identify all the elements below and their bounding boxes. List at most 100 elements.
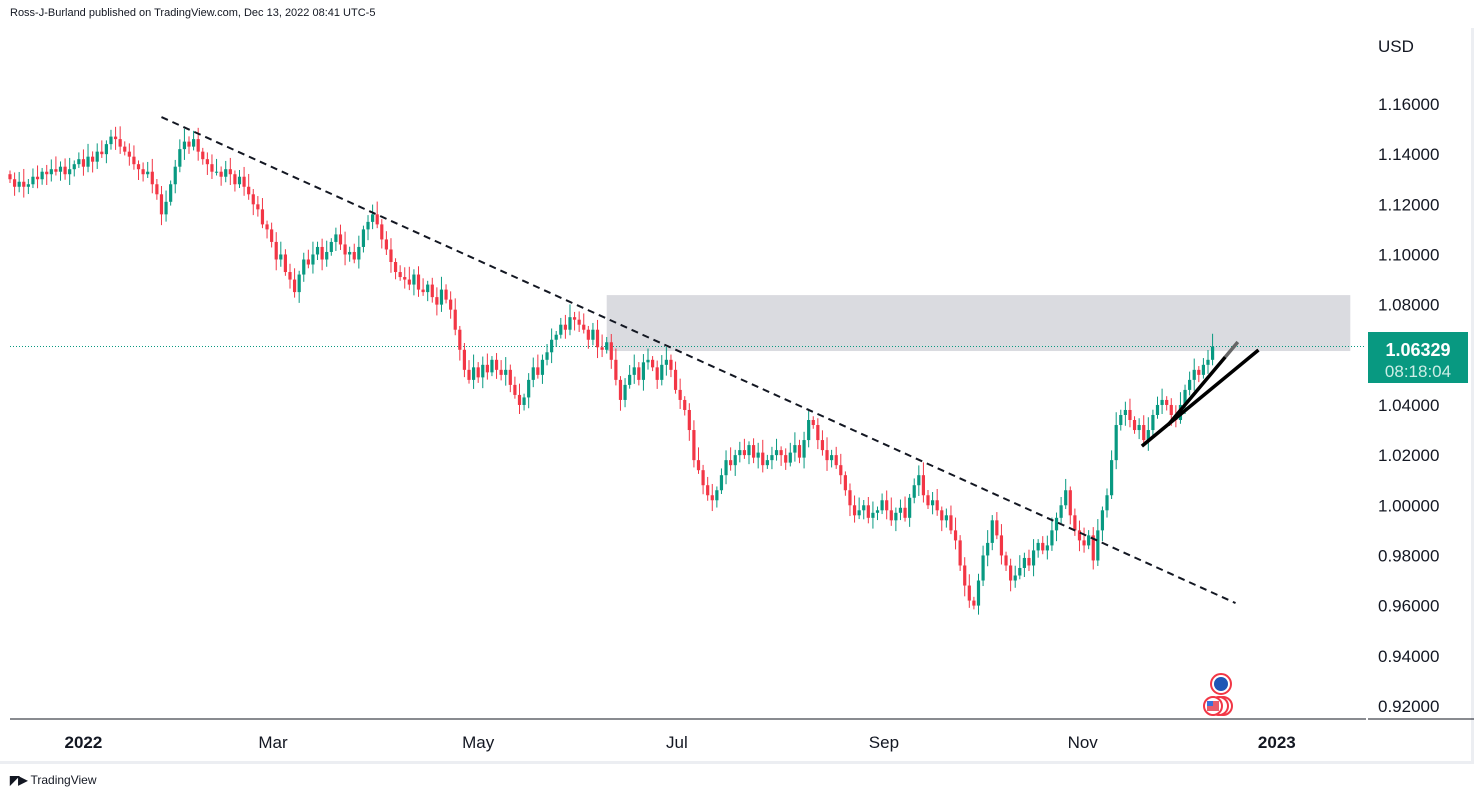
candle — [591, 322, 595, 346]
candle-body — [990, 520, 994, 543]
candle-body — [664, 359, 668, 365]
candle — [926, 489, 930, 510]
candle-body — [95, 151, 99, 162]
candle — [976, 573, 981, 615]
candle — [462, 343, 467, 378]
candle-body — [1132, 420, 1137, 431]
candle-body — [449, 299, 453, 310]
candle — [306, 249, 310, 269]
candle-body — [260, 209, 265, 225]
candle — [1105, 488, 1109, 518]
candle-body — [646, 359, 650, 363]
x-tick-label: Mar — [258, 733, 288, 752]
candle-body — [784, 455, 788, 463]
candle — [187, 136, 191, 154]
candle — [540, 354, 545, 384]
candle — [765, 454, 769, 469]
candle — [724, 450, 728, 485]
candle — [485, 353, 489, 380]
candle — [1100, 506, 1105, 542]
candle-body — [416, 274, 421, 290]
candle-body — [1059, 505, 1063, 518]
candle-body — [1128, 409, 1132, 421]
candle — [885, 490, 889, 520]
candle — [1201, 358, 1205, 379]
us-event-marker[interactable] — [1203, 696, 1233, 716]
candle-body — [371, 214, 375, 222]
chart-frame — [0, 28, 1474, 764]
candle-body — [426, 284, 430, 293]
candle — [811, 416, 815, 429]
candle-body — [49, 169, 53, 175]
candle-body — [58, 166, 63, 172]
candle-body — [256, 204, 260, 210]
candle-body — [146, 171, 150, 175]
candle — [81, 149, 86, 176]
candle — [930, 491, 935, 515]
candle — [963, 557, 967, 597]
candle-body — [458, 329, 462, 350]
candle — [297, 270, 301, 303]
candle — [774, 438, 779, 461]
candle-body — [912, 485, 916, 498]
candle-body — [40, 171, 44, 180]
candle — [237, 169, 242, 189]
candle — [320, 238, 324, 271]
candle — [788, 442, 792, 467]
candle — [499, 360, 503, 381]
candle-body — [536, 367, 540, 375]
candle — [292, 268, 297, 298]
candle — [1151, 409, 1155, 438]
candle-body — [63, 166, 67, 175]
candle-body — [761, 452, 765, 466]
price-tag-bg — [1368, 332, 1468, 383]
candle-body — [398, 272, 402, 278]
candle-body — [880, 500, 884, 511]
tradingview-logo[interactable]: ◤▶ TradingView — [10, 773, 97, 787]
candle-body — [164, 201, 168, 215]
candle — [384, 231, 388, 255]
candle-body — [1045, 545, 1049, 551]
candle-body — [444, 289, 448, 300]
candle-body — [1146, 430, 1150, 441]
candle — [453, 298, 457, 336]
candle-body — [903, 507, 907, 518]
candle-body — [325, 251, 329, 260]
candle — [141, 162, 145, 182]
x-tick-label: Nov — [1068, 733, 1099, 752]
candle-body — [513, 384, 517, 395]
candle-body — [196, 139, 200, 152]
candle — [1210, 333, 1215, 366]
candle-body — [820, 440, 825, 451]
last-price-label: 1.06329 — [1385, 340, 1450, 360]
y-tick-label: 0.94000 — [1378, 647, 1439, 666]
candle-body — [270, 229, 274, 242]
candle — [338, 224, 343, 250]
candle — [407, 266, 411, 291]
candle-body — [701, 470, 705, 486]
candle — [536, 354, 540, 379]
candle — [517, 383, 522, 414]
candle — [563, 314, 567, 339]
candle-body — [866, 505, 870, 518]
candle — [389, 238, 393, 273]
candle-body — [586, 329, 590, 340]
candle — [274, 232, 278, 271]
candle-body — [173, 166, 177, 185]
candle — [361, 225, 366, 253]
candle-body — [935, 500, 939, 511]
eu-event-marker[interactable] — [1210, 673, 1232, 695]
candle — [729, 447, 733, 471]
candle — [283, 249, 287, 276]
candle-body — [508, 369, 512, 385]
candle — [22, 168, 26, 198]
y-tick-label: 0.96000 — [1378, 597, 1439, 616]
candle — [178, 139, 182, 173]
candle — [302, 252, 306, 282]
candle — [214, 158, 219, 176]
candle-body — [86, 156, 90, 167]
candle-body — [155, 184, 159, 195]
candle-body — [1210, 346, 1215, 360]
candle-body — [527, 379, 531, 398]
